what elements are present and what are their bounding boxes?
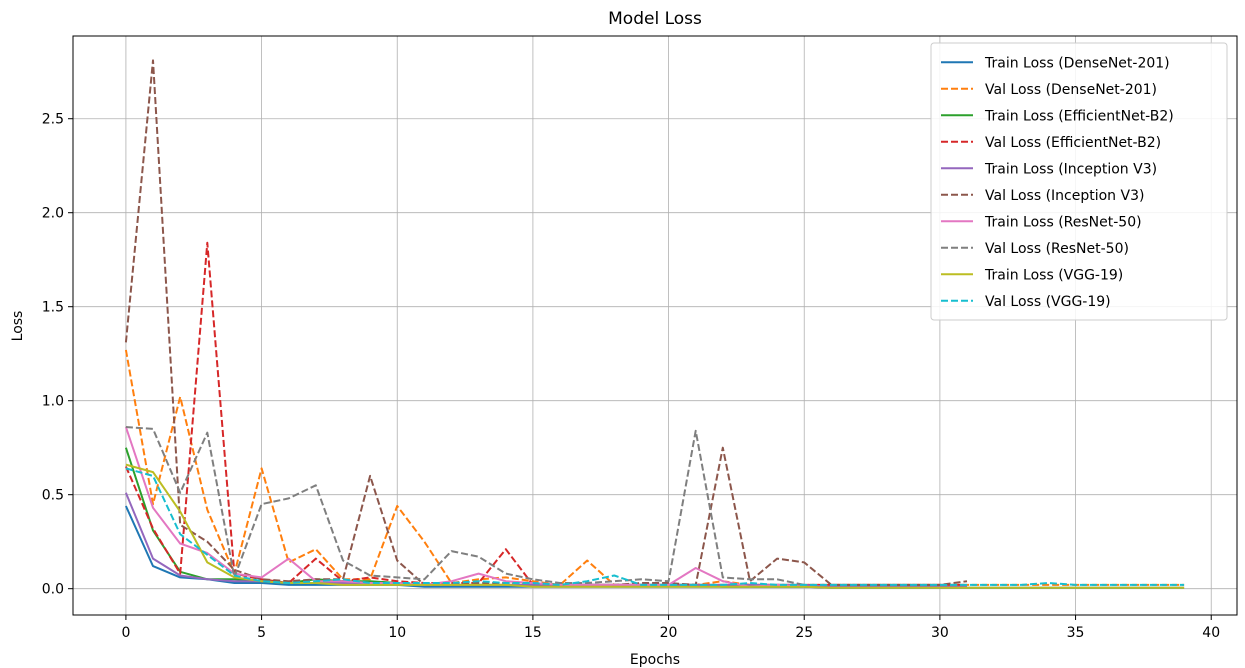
y-tick-label: 1.5	[42, 300, 64, 316]
legend-label-8: Train Loss (VGG-19)	[984, 267, 1123, 283]
chart-title: Model Loss	[608, 9, 702, 29]
y-tick-label: 0.5	[42, 488, 64, 504]
legend-label-5: Val Loss (Inception V3)	[985, 188, 1144, 204]
axis-ticks: 0 5 10 15 20 25 30 35 40 0.0 0.5 1.0 1.5 2.0 2.5	[42, 112, 1220, 641]
legend-label-1: Val Loss (DenseNet-201)	[985, 82, 1157, 98]
legend-label-0: Train Loss (DenseNet-201)	[984, 55, 1170, 71]
legend-label-2: Train Loss (EfficientNet-B2)	[984, 108, 1174, 124]
series-group	[124, 59, 1185, 589]
legend-box	[930, 42, 1228, 321]
legend: Train Loss (DenseNet-201) Val Loss (Dense…	[930, 42, 1228, 321]
x-tick-label: 40	[1202, 625, 1220, 641]
series-line-8	[125, 463, 1185, 589]
series-line-6	[124, 426, 805, 588]
series-line-9	[125, 467, 1185, 586]
x-tick-label: 20	[660, 625, 678, 641]
y-tick-label: 0.0	[42, 582, 64, 598]
series-line-7	[125, 426, 805, 586]
x-tick-label: 35	[1067, 625, 1085, 641]
x-axis-title: Epochs	[630, 652, 680, 668]
y-tick-label: 1.0	[42, 394, 64, 410]
legend-label-9: Val Loss (VGG-19)	[985, 294, 1111, 310]
y-tick-label: 2.0	[42, 206, 64, 222]
x-tick-label: 5	[257, 625, 266, 641]
plot-frame	[72, 35, 1238, 616]
legend-label-3: Val Loss (EfficientNet-B2)	[985, 135, 1161, 151]
y-tick-label: 2.5	[42, 112, 64, 128]
x-tick-label: 25	[795, 625, 813, 641]
y-axis-title: Loss	[10, 311, 26, 342]
x-tick-label: 15	[524, 625, 542, 641]
x-tick-label: 10	[388, 625, 406, 641]
legend-label-6: Train Loss (ResNet-50)	[984, 214, 1142, 230]
legend-label-7: Val Loss (ResNet-50)	[985, 241, 1129, 257]
legend-label-4: Train Loss (Inception V3)	[984, 161, 1157, 177]
x-tick-label: 30	[931, 625, 949, 641]
x-tick-label: 0	[121, 625, 130, 641]
